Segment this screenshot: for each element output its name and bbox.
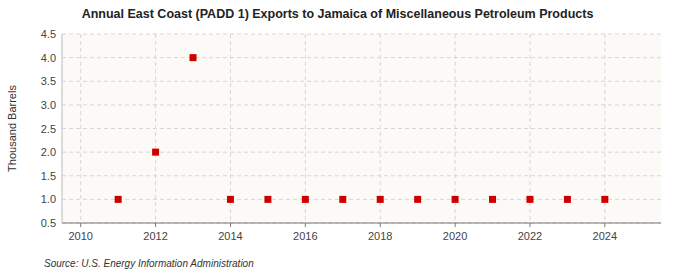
axes: 0.5 1.0 1.5 2.0 2.5 3.0 3.5 4.0 4.5 2010 2012 2014 2… [41,28,661,242]
y-grid-line [62,223,661,224]
point [377,196,384,203]
y-tick-label: 3.0 [41,99,56,111]
y-tick-label: 3.5 [41,75,56,87]
x-tick [455,223,456,227]
x-grid-line [529,34,530,223]
point [190,54,197,61]
y-tick-label: 1.5 [41,170,56,182]
x-grid-line [604,34,605,223]
x-tick-label: 2014 [218,230,242,242]
point [526,196,533,203]
y-tick-label: 4.5 [41,28,56,40]
y-tick-label: 4.0 [41,52,56,64]
x-tick [305,223,306,227]
x-tick-label: 2010 [68,230,92,242]
point [264,196,271,203]
x-tick [230,223,231,227]
x-tick [380,223,381,227]
y-tick-label: 2.0 [41,146,56,158]
y-grid-line [62,128,661,129]
x-grid-line [230,34,231,223]
x-tick-label: 2020 [443,230,467,242]
point [227,196,234,203]
plot-background [62,34,661,223]
x-tick [529,223,530,227]
x-tick [80,223,81,227]
y-grid-line [62,199,661,200]
x-tick-label: 2024 [593,230,617,242]
point [302,196,309,203]
x-grid-line [305,34,306,223]
x-tick-label: 2018 [368,230,392,242]
x-tick [604,223,605,227]
y-tick-label: 2.5 [41,123,56,135]
title: Annual East Coast (PADD 1) Exports to Ja… [82,7,594,21]
points [115,54,609,203]
chart-svg: 0.5 1.0 1.5 2.0 2.5 3.0 3.5 4.0 4.5 2010 2012 2014 2… [0,0,675,275]
x-tick [155,223,156,227]
x-grid-line [80,34,81,223]
y-grid-line [62,175,661,176]
x-tick-label: 2016 [293,230,317,242]
point [452,196,459,203]
grid [62,34,661,223]
point [152,149,159,156]
x-axis-line [62,223,661,224]
x-grid-line [155,34,156,223]
y-grid-line [62,34,661,35]
point [414,196,421,203]
y-grid-line [62,152,661,153]
source-note: Source: U.S. Energy Information Administ… [44,258,254,269]
x-tick-label: 2012 [143,230,167,242]
point [339,196,346,203]
y-grid-line [62,81,661,82]
point [564,196,571,203]
y-axis-line [62,34,63,223]
x-grid-line [455,34,456,223]
y-axis-label: Thousand Barrels [6,85,18,172]
x-tick-label: 2022 [518,230,542,242]
x-grid-line [380,34,381,223]
y-tick-label: 1.0 [41,193,56,205]
point [489,196,496,203]
chart-container: 0.5 1.0 1.5 2.0 2.5 3.0 3.5 4.0 4.5 2010 2012 2014 2… [0,0,675,275]
point [601,196,608,203]
y-grid-line [62,104,661,105]
y-tick-label: 0.5 [41,217,56,229]
y-grid-line [62,57,661,58]
point [115,196,122,203]
